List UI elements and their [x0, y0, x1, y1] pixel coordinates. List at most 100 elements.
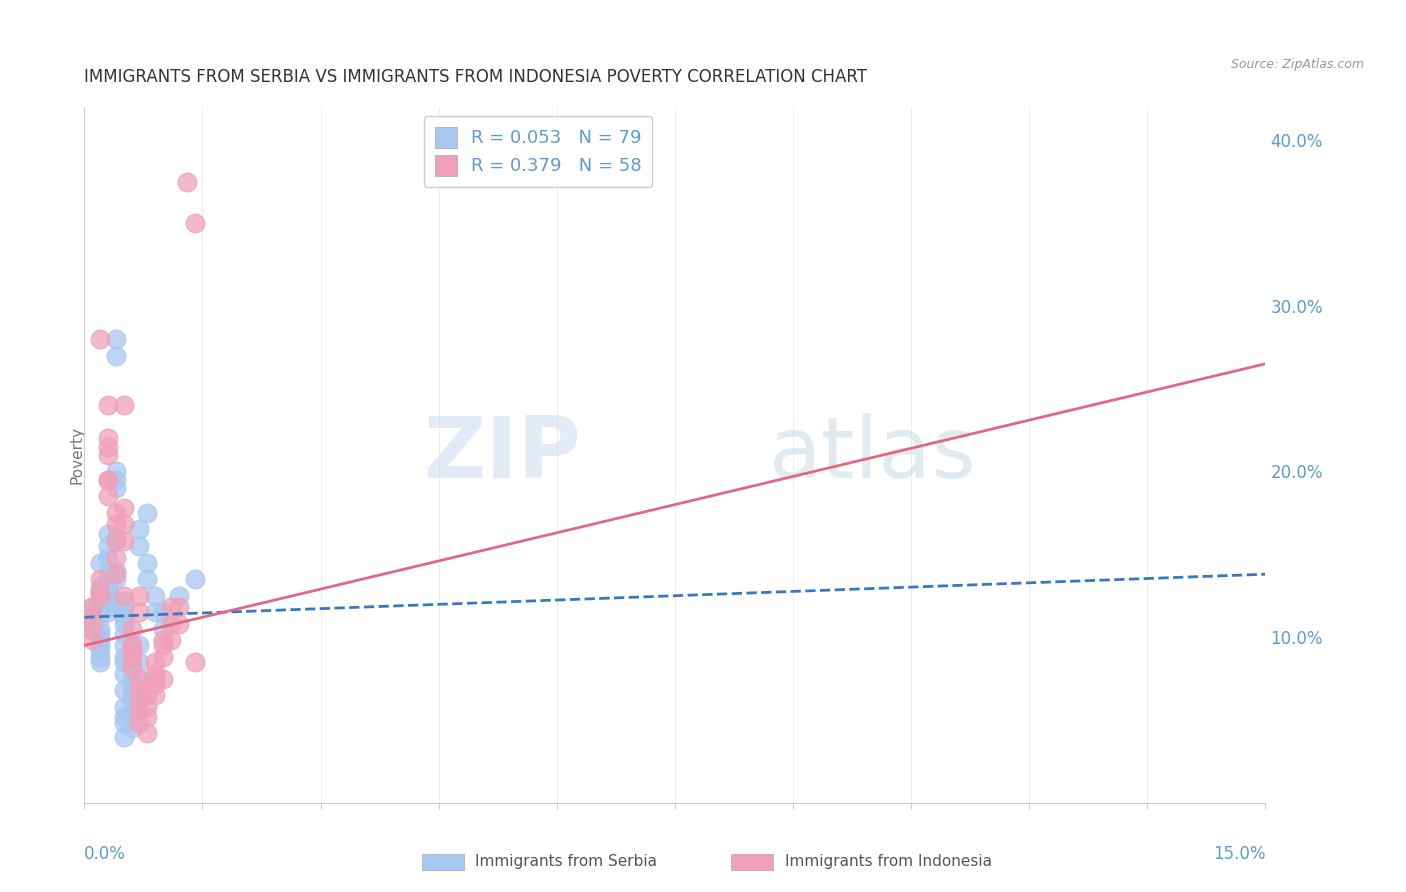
- Point: [89, 655, 111, 669]
- Point: [104, 593, 127, 607]
- Point: [121, 660, 143, 674]
- Text: Immigrants from Indonesia: Immigrants from Indonesia: [785, 855, 991, 869]
- Point: [97, 527, 120, 541]
- Point: [112, 500, 135, 515]
- Point: [128, 683, 150, 698]
- Point: [128, 639, 150, 653]
- Point: [152, 633, 174, 648]
- Point: [104, 349, 127, 363]
- Point: [97, 431, 120, 445]
- Point: [121, 672, 143, 686]
- Point: [97, 572, 120, 586]
- Point: [82, 600, 104, 615]
- Point: [89, 639, 111, 653]
- Point: [160, 616, 183, 631]
- Point: [112, 730, 135, 744]
- Point: [128, 705, 150, 719]
- Point: [128, 655, 150, 669]
- Point: [97, 550, 120, 565]
- Point: [112, 683, 135, 698]
- Point: [152, 650, 174, 665]
- Point: [112, 666, 135, 681]
- Point: [112, 610, 135, 624]
- Point: [82, 616, 104, 631]
- Point: [128, 688, 150, 702]
- Point: [128, 672, 150, 686]
- Point: [183, 216, 205, 230]
- Point: [97, 440, 120, 454]
- Point: [89, 583, 111, 598]
- Point: [89, 650, 111, 665]
- Point: [82, 605, 104, 619]
- Point: [143, 688, 166, 702]
- Point: [136, 709, 159, 723]
- Point: [167, 616, 190, 631]
- Point: [143, 676, 166, 690]
- Point: [89, 633, 111, 648]
- Point: [89, 589, 111, 603]
- Point: [112, 709, 135, 723]
- Point: [104, 564, 127, 578]
- Point: [104, 531, 127, 545]
- Point: [104, 465, 127, 479]
- Point: [97, 593, 120, 607]
- Point: [112, 593, 135, 607]
- Legend: R = 0.053   N = 79, R = 0.379   N = 58: R = 0.053 N = 79, R = 0.379 N = 58: [425, 116, 652, 186]
- Point: [97, 583, 120, 598]
- Point: [183, 655, 205, 669]
- Point: [97, 577, 120, 591]
- Text: IMMIGRANTS FROM SERBIA VS IMMIGRANTS FROM INDONESIA POVERTY CORRELATION CHART: IMMIGRANTS FROM SERBIA VS IMMIGRANTS FRO…: [84, 68, 868, 86]
- Point: [89, 572, 111, 586]
- Point: [121, 643, 143, 657]
- Y-axis label: Poverty: Poverty: [70, 425, 84, 484]
- Point: [112, 627, 135, 641]
- Point: [97, 473, 120, 487]
- Point: [104, 481, 127, 495]
- Point: [167, 589, 190, 603]
- Point: [121, 676, 143, 690]
- Point: [112, 650, 135, 665]
- Point: [152, 639, 174, 653]
- Point: [112, 616, 135, 631]
- Point: [143, 666, 166, 681]
- Point: [136, 688, 159, 702]
- Point: [128, 539, 150, 553]
- Point: [121, 660, 143, 674]
- Point: [128, 672, 150, 686]
- Text: Source: ZipAtlas.com: Source: ZipAtlas.com: [1230, 58, 1364, 71]
- Point: [112, 534, 135, 549]
- Point: [121, 705, 143, 719]
- Point: [143, 589, 166, 603]
- Point: [121, 693, 143, 707]
- Point: [104, 517, 127, 532]
- Point: [112, 517, 135, 532]
- Point: [121, 705, 143, 719]
- Point: [152, 605, 174, 619]
- Point: [112, 398, 135, 412]
- Point: [82, 614, 104, 628]
- Point: [97, 600, 120, 615]
- Point: [143, 655, 166, 669]
- Point: [143, 672, 166, 686]
- Point: [112, 699, 135, 714]
- Point: [82, 622, 104, 636]
- Text: 0.0%: 0.0%: [84, 845, 127, 863]
- Text: ZIP: ZIP: [423, 413, 581, 497]
- Point: [89, 610, 111, 624]
- Point: [121, 650, 143, 665]
- Point: [97, 539, 120, 553]
- Point: [183, 572, 205, 586]
- Point: [121, 721, 143, 735]
- Point: [128, 589, 150, 603]
- Point: [97, 448, 120, 462]
- Point: [136, 572, 159, 586]
- Point: [128, 605, 150, 619]
- Point: [121, 688, 143, 702]
- Point: [112, 605, 135, 619]
- Point: [89, 597, 111, 611]
- Point: [112, 655, 135, 669]
- Point: [97, 589, 120, 603]
- Point: [121, 622, 143, 636]
- Point: [160, 633, 183, 648]
- Point: [97, 564, 120, 578]
